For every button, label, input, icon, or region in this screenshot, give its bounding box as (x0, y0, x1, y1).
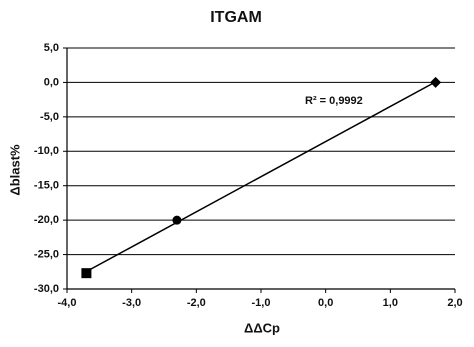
point (430, 76, 442, 88)
annotation: R² = 0,9992 (305, 95, 363, 107)
y-tick-label: -30,0 (34, 283, 59, 295)
x-tick-label: -2,0 (187, 297, 206, 309)
x-tick-label: 0,0 (318, 297, 333, 309)
y-tick-label: -15,0 (34, 180, 59, 192)
x-tick-label: 1,0 (383, 297, 398, 309)
point (172, 215, 182, 225)
y-tick-label: 5,0 (44, 42, 59, 54)
y-tick-label: -25,0 (34, 248, 59, 260)
y-tick-label: -10,0 (34, 145, 59, 157)
chart-title: ITGAM (210, 9, 262, 26)
y-tick-label: -20,0 (34, 214, 59, 226)
x-tick-label: -1,0 (252, 297, 271, 309)
x-tick-label: -3,0 (122, 297, 141, 309)
y-axis-label: Δblast% (7, 144, 22, 196)
y-tick-label: -5,0 (40, 111, 59, 123)
trendline (86, 81, 436, 273)
x-axis-label: ΔΔCp (244, 320, 280, 335)
point (81, 268, 92, 279)
x-tick-label: 2,0 (447, 297, 462, 309)
x-tick-label: -4,0 (58, 297, 77, 309)
y-tick-label: 0,0 (44, 76, 59, 88)
